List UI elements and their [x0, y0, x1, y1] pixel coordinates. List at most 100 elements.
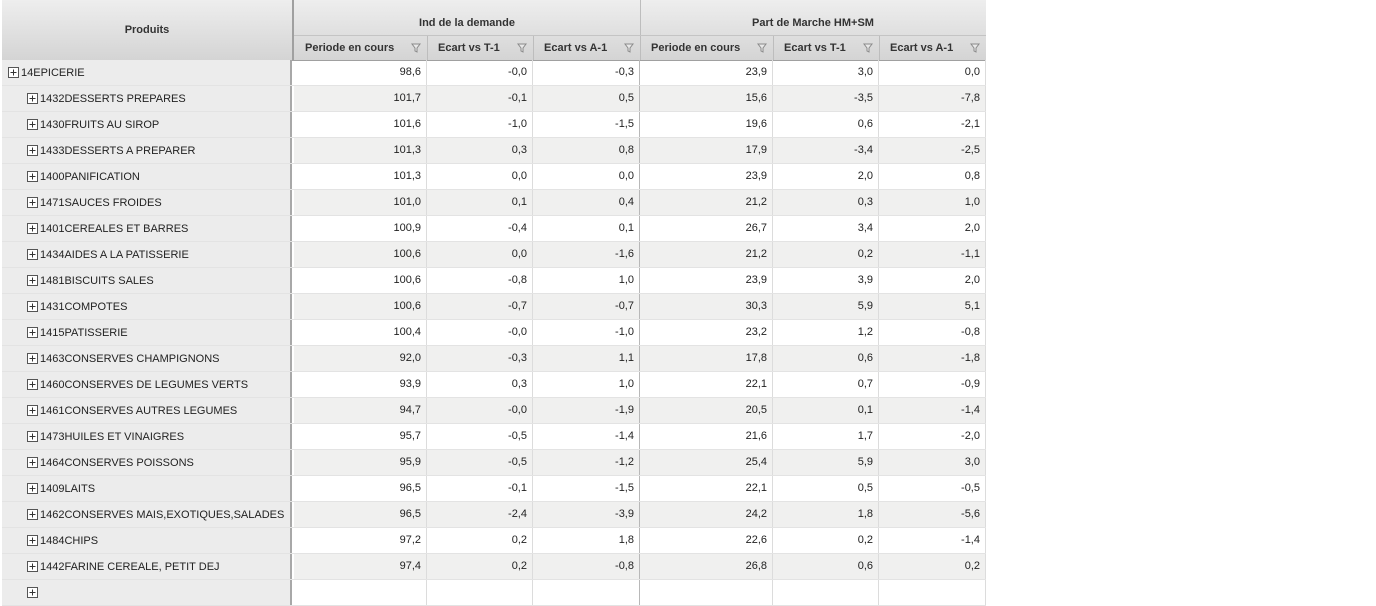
expand-plus-icon[interactable]	[27, 223, 38, 234]
expand-plus-icon[interactable]	[27, 561, 38, 572]
produits-header[interactable]: Produits	[124, 24, 170, 36]
column-header[interactable]: Periode en cours	[294, 36, 427, 60]
expand-plus-icon[interactable]	[27, 353, 38, 364]
product-label[interactable]: 1409LAITS	[40, 482, 96, 495]
filter-icon[interactable]	[411, 43, 421, 53]
product-cell: 1434AIDES A LA PATISSERIE	[2, 242, 292, 267]
value-cell: -0,8	[427, 268, 533, 293]
column-header[interactable]: Ecart vs A-1	[533, 36, 640, 60]
value-cell: -1,1	[879, 242, 986, 267]
product-cell: 1460CONSERVES DE LEGUMES VERTS	[2, 372, 292, 397]
product-cell: 1481BISCUITS SALES	[2, 268, 292, 293]
expand-plus-icon[interactable]	[27, 509, 38, 520]
product-label[interactable]: 1442FARINE CEREALE, PETIT DEJ	[40, 560, 220, 573]
expand-plus-icon[interactable]	[27, 405, 38, 416]
value-cell: 19,6	[640, 112, 773, 137]
expand-plus-icon[interactable]	[27, 379, 38, 390]
value-cell: 0,4	[533, 190, 640, 215]
column-header[interactable]: Periode en cours	[640, 36, 773, 60]
expand-plus-icon[interactable]	[27, 249, 38, 260]
value-cell: -0,3	[427, 346, 533, 371]
product-cell: 1415PATISSERIE	[2, 320, 292, 345]
product-cell: 1442FARINE CEREALE, PETIT DEJ	[2, 554, 292, 579]
product-label[interactable]: 1484CHIPS	[40, 534, 99, 547]
value-cell: 0,3	[773, 190, 879, 215]
value-cell	[773, 580, 879, 605]
product-cell: 1473HUILES ET VINAIGRES	[2, 424, 292, 449]
column-header-label: Ecart vs A-1	[890, 42, 954, 54]
value-cell: -3,4	[773, 138, 879, 163]
product-label[interactable]: 14EPICERIE	[21, 66, 85, 79]
value-cell: -0,1	[427, 476, 533, 501]
expand-plus-icon[interactable]	[27, 483, 38, 494]
product-label[interactable]: 1463CONSERVES CHAMPIGNONS	[40, 352, 220, 365]
value-cell: -0,0	[427, 398, 533, 423]
expand-plus-icon[interactable]	[27, 145, 38, 156]
product-label[interactable]: 1432DESSERTS PREPARES	[40, 92, 186, 105]
table-row: 1442FARINE CEREALE, PETIT DEJ 97,4 0,2 -0,8…	[2, 554, 986, 580]
expand-plus-icon[interactable]	[27, 301, 38, 312]
value-cell: -0,3	[533, 60, 640, 85]
column-header-label: Ecart vs A-1	[544, 42, 608, 54]
filter-icon[interactable]	[517, 43, 527, 53]
product-label[interactable]: 1464CONSERVES POISSONS	[40, 456, 194, 469]
product-label[interactable]: 1460CONSERVES DE LEGUMES VERTS	[40, 378, 249, 391]
expand-plus-icon[interactable]	[27, 431, 38, 442]
expand-plus-icon[interactable]	[27, 327, 38, 338]
value-cell: -1,4	[533, 424, 640, 449]
value-cell: 0,2	[427, 554, 533, 579]
product-label[interactable]: 1471SAUCES FROIDES	[40, 196, 162, 209]
expand-plus-icon[interactable]	[27, 535, 38, 546]
product-label[interactable]: 1473HUILES ET VINAIGRES	[40, 430, 185, 443]
value-cell: 0,0	[427, 242, 533, 267]
product-label[interactable]: 1434AIDES A LA PATISSERIE	[40, 248, 189, 261]
filter-icon[interactable]	[757, 43, 767, 53]
expand-plus-icon[interactable]	[27, 119, 38, 130]
value-cell: -0,5	[427, 424, 533, 449]
value-cell: 23,9	[640, 164, 773, 189]
value-cell: -7,8	[879, 86, 986, 111]
product-label[interactable]: 1400PANIFICATION	[40, 170, 140, 183]
value-cell: 1,0	[533, 268, 640, 293]
filter-icon[interactable]	[624, 43, 634, 53]
product-label[interactable]: 1481BISCUITS SALES	[40, 274, 154, 287]
product-label[interactable]: 1462CONSERVES MAIS,EXOTIQUES,SALADES	[40, 508, 285, 521]
product-label[interactable]: 1433DESSERTS A PREPARER	[40, 144, 196, 157]
expand-plus-icon[interactable]	[27, 275, 38, 286]
expand-plus-icon[interactable]	[27, 587, 38, 598]
value-cell: 30,3	[640, 294, 773, 319]
product-cell: 1471SAUCES FROIDES	[2, 190, 292, 215]
expand-plus-icon[interactable]	[27, 197, 38, 208]
expand-plus-icon[interactable]	[8, 67, 19, 78]
product-label[interactable]: 1431COMPOTES	[40, 300, 128, 313]
value-cell: 21,2	[640, 242, 773, 267]
product-label[interactable]: 1430FRUITS AU SIROP	[40, 118, 160, 131]
product-label[interactable]: 1415PATISSERIE	[40, 326, 128, 339]
value-cell: 24,2	[640, 502, 773, 527]
value-cell: 3,0	[879, 450, 986, 475]
product-label[interactable]: 1401CEREALES ET BARRES	[40, 222, 189, 235]
value-cell: 0,6	[773, 112, 879, 137]
value-cell: 0,2	[773, 242, 879, 267]
value-cell: -0,4	[427, 216, 533, 241]
column-header-label: Periode en cours	[651, 42, 741, 54]
value-cell: 1,0	[533, 372, 640, 397]
column-header[interactable]: Ecart vs T-1	[427, 36, 533, 60]
value-cell: 25,4	[640, 450, 773, 475]
expand-plus-icon[interactable]	[27, 457, 38, 468]
value-cell: -3,9	[533, 502, 640, 527]
expand-plus-icon[interactable]	[27, 93, 38, 104]
value-cell: -2,1	[879, 112, 986, 137]
table-row: 1401CEREALES ET BARRES 100,9 -0,4 0,1 26,7 3,…	[2, 216, 986, 242]
column-header[interactable]: Ecart vs T-1	[773, 36, 879, 60]
column-header[interactable]: Ecart vs A-1	[879, 36, 986, 60]
table-row: 1409LAITS 96,5 -0,1 -1,5 22,1 0,5 -0,5	[2, 476, 986, 502]
value-cell: 23,9	[640, 268, 773, 293]
value-cell: -0,8	[533, 554, 640, 579]
product-label[interactable]: 1461CONSERVES AUTRES LEGUMES	[40, 404, 238, 417]
value-cell: 0,3	[427, 372, 533, 397]
filter-icon[interactable]	[863, 43, 873, 53]
expand-plus-icon[interactable]	[27, 171, 38, 182]
filter-icon[interactable]	[970, 43, 980, 53]
value-cell: 0,6	[773, 346, 879, 371]
